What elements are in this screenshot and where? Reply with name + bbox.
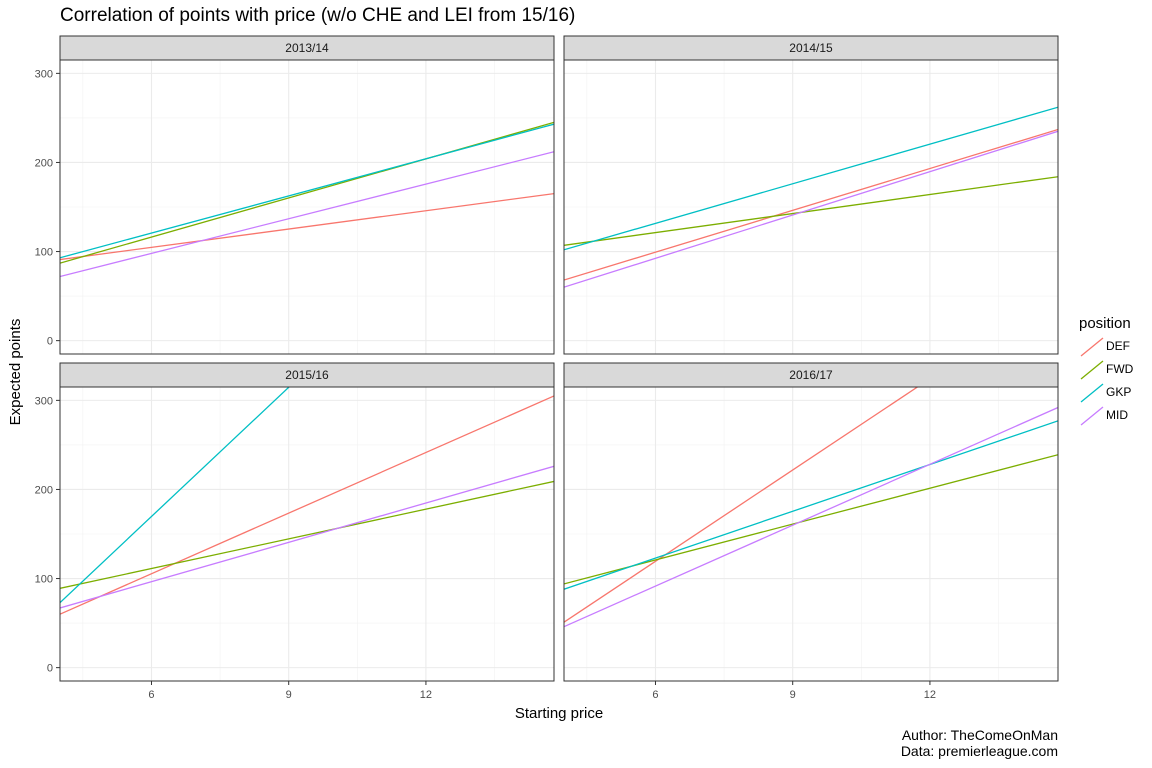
facet-panel-2015-16: 2015/16 0 100 200 300 6 9 12 bbox=[35, 362, 555, 701]
facet-strip bbox=[59, 362, 555, 388]
x-axis-title: Starting price bbox=[515, 705, 603, 722]
series-line-mid bbox=[564, 406, 1058, 628]
series-line-mid bbox=[564, 130, 1058, 288]
legend-key-def bbox=[1080, 337, 1104, 357]
legend-title: position bbox=[1079, 315, 1131, 332]
facet-panel-2013-14: 2013/14 0 100 200 300 bbox=[35, 35, 555, 355]
y-tick-label: 200 bbox=[35, 484, 53, 496]
legend-label-def: DEF bbox=[1106, 339, 1130, 353]
panel-border bbox=[563, 59, 1059, 355]
legend: position DEF FWD GKP MID bbox=[1079, 315, 1134, 426]
x-tick-label: 6 bbox=[652, 689, 658, 701]
series-line-gkp bbox=[564, 106, 1058, 251]
facet-strip-label: 2015/16 bbox=[285, 368, 329, 382]
panel-border bbox=[59, 59, 555, 355]
x-tick-label: 6 bbox=[148, 689, 154, 701]
series-line-gkp bbox=[60, 387, 290, 604]
series-group bbox=[60, 387, 554, 615]
facet-strip bbox=[563, 362, 1059, 388]
caption-author: Author: TheComeOnMan bbox=[901, 727, 1058, 743]
panel-border bbox=[563, 386, 1059, 682]
legend-label-fwd: FWD bbox=[1106, 362, 1134, 376]
y-tick-label: 300 bbox=[35, 68, 53, 80]
chart-title: Correlation of points with price (w/o CH… bbox=[60, 5, 576, 26]
x-tick-label: 12 bbox=[924, 689, 936, 701]
legend-label-gkp: GKP bbox=[1106, 385, 1131, 399]
legend-key-mid bbox=[1080, 406, 1104, 426]
facet-strip-label: 2013/14 bbox=[285, 41, 329, 55]
y-tick-label: 100 bbox=[35, 247, 53, 259]
series-line-fwd bbox=[60, 121, 554, 264]
series-line-mid bbox=[60, 151, 554, 278]
y-axis-title: Expected points bbox=[7, 319, 24, 426]
y-tick-label: 0 bbox=[47, 336, 53, 348]
series-line-fwd bbox=[564, 454, 1058, 585]
x-tick-label: 9 bbox=[790, 689, 796, 701]
series-line-def bbox=[60, 192, 554, 261]
facet-strip bbox=[563, 35, 1059, 61]
y-tick-label: 0 bbox=[47, 663, 53, 675]
panel-border bbox=[59, 386, 555, 682]
legend-key-fwd bbox=[1080, 360, 1104, 380]
series-line-fwd bbox=[564, 176, 1058, 246]
series-group bbox=[564, 106, 1058, 288]
series-line-gkp bbox=[60, 123, 554, 259]
series-line-gkp bbox=[564, 420, 1058, 590]
y-tick-label: 300 bbox=[35, 395, 53, 407]
caption-data-source: Data: premierleague.com bbox=[900, 743, 1058, 759]
facet-strip-label: 2016/17 bbox=[789, 368, 833, 382]
legend-label-mid: MID bbox=[1106, 408, 1128, 422]
x-tick-label: 9 bbox=[286, 689, 292, 701]
facet-panel-2014-15: 2014/15 bbox=[563, 35, 1059, 355]
series-line-def bbox=[564, 128, 1058, 281]
y-tick-label: 100 bbox=[35, 574, 53, 586]
series-line-mid bbox=[60, 465, 554, 609]
x-tick-label: 12 bbox=[420, 689, 432, 701]
legend-key-gkp bbox=[1080, 383, 1104, 403]
series-group bbox=[60, 121, 554, 278]
series-line-def bbox=[60, 395, 554, 615]
facet-strip bbox=[59, 35, 555, 61]
y-tick-label: 200 bbox=[35, 157, 53, 169]
series-line-def bbox=[564, 387, 919, 623]
facet-panel-2016-17: 2016/17 6 9 12 bbox=[563, 362, 1059, 701]
series-group bbox=[564, 387, 1058, 628]
series-line-fwd bbox=[60, 480, 554, 589]
facet-strip-label: 2014/15 bbox=[789, 41, 833, 55]
